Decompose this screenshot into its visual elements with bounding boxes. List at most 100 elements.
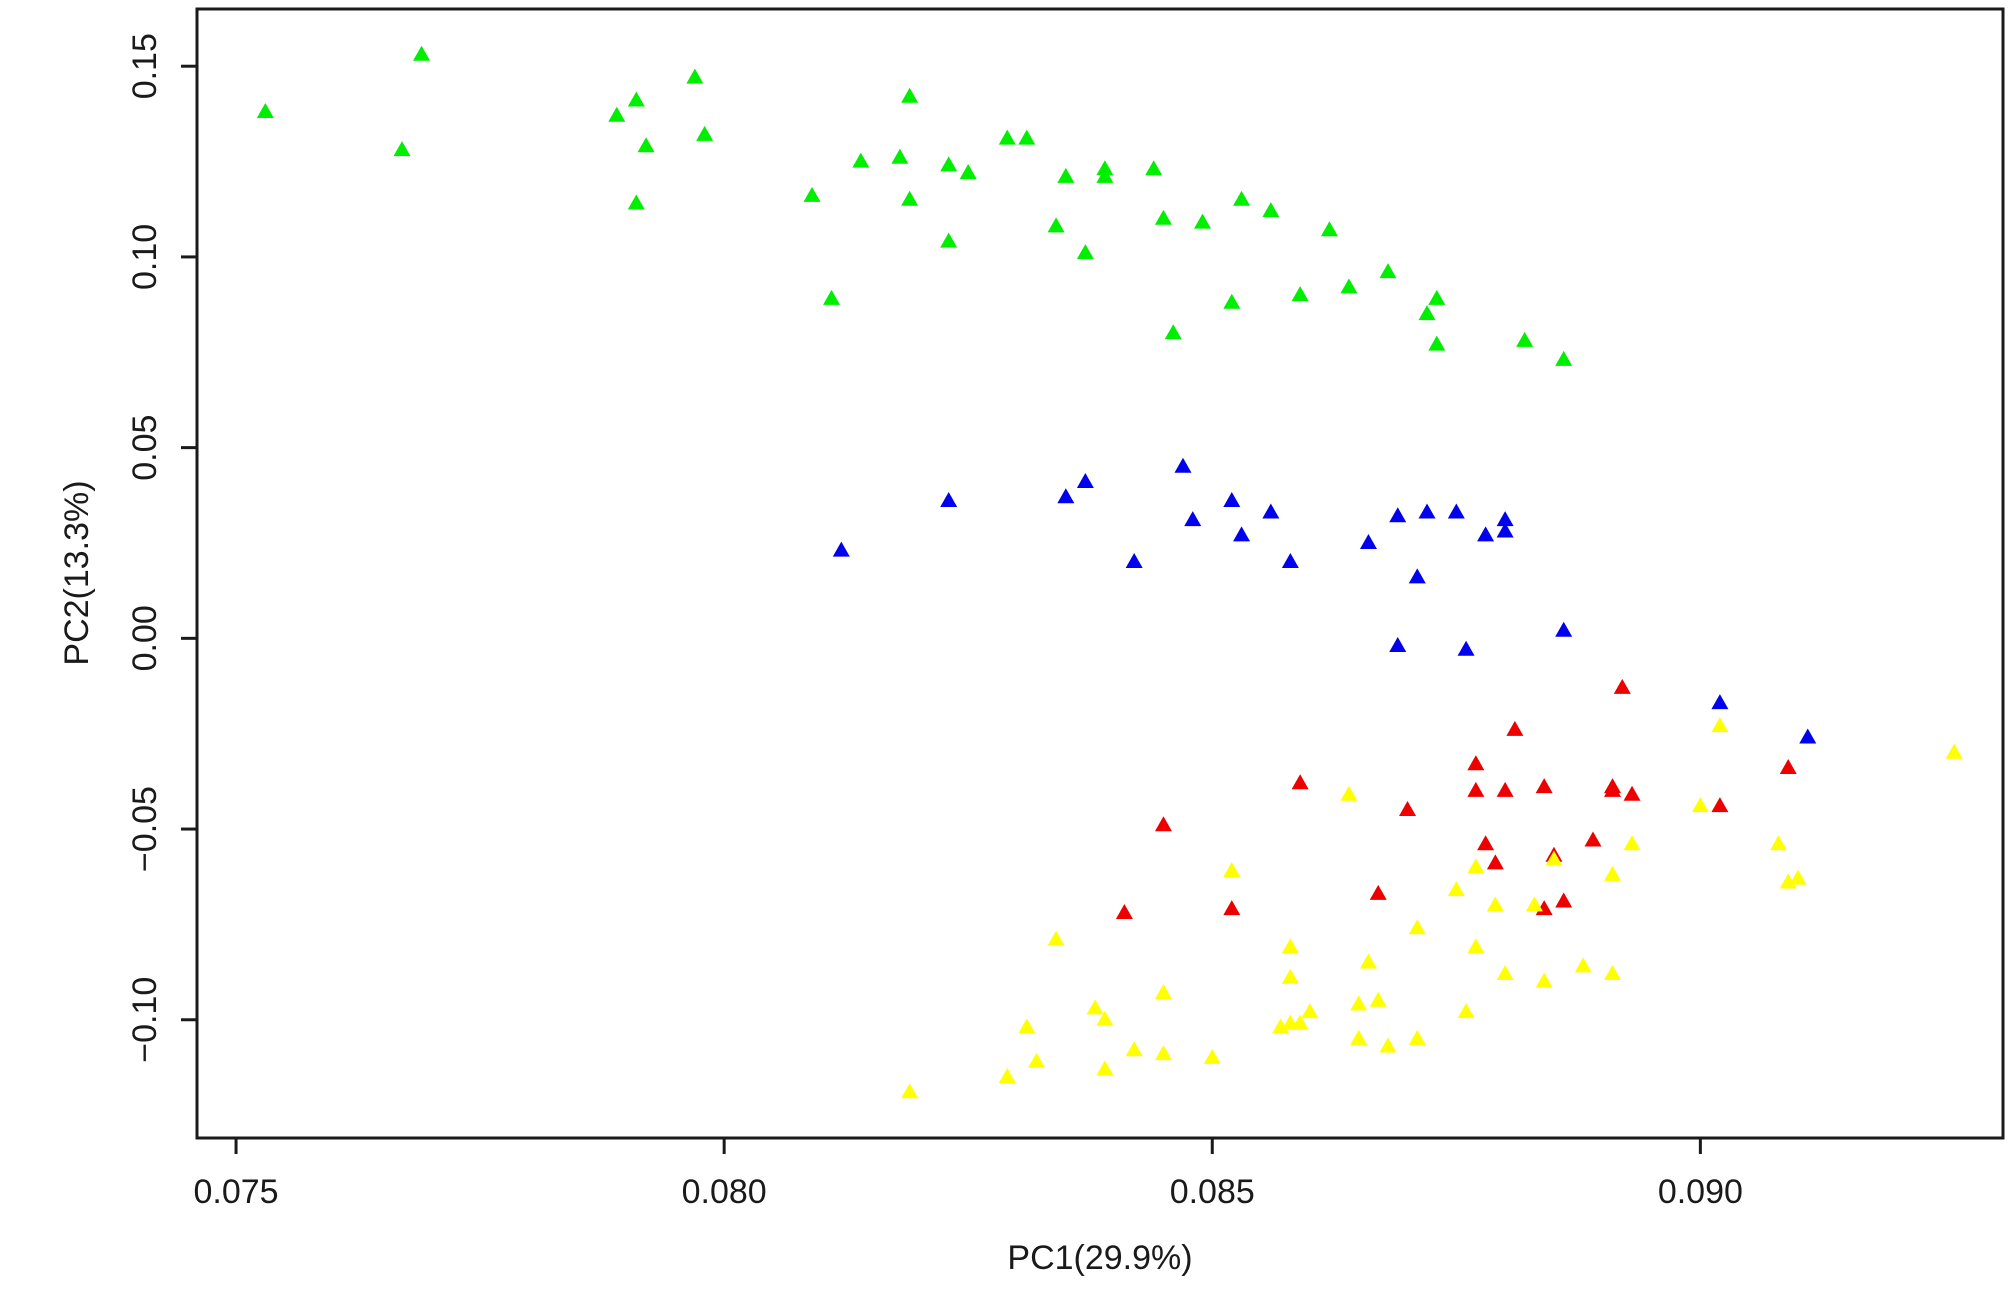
data-point — [1613, 678, 1631, 694]
data-point — [940, 156, 958, 172]
data-point — [1477, 835, 1495, 851]
data-point — [393, 141, 411, 157]
data-point — [1467, 858, 1485, 874]
data-points — [256, 45, 1963, 1099]
data-point — [1779, 873, 1797, 889]
data-point — [998, 1067, 1016, 1083]
data-point — [627, 194, 645, 210]
data-point — [1086, 999, 1104, 1015]
data-point — [1711, 717, 1729, 733]
y-tick-label: −0.05 — [126, 786, 164, 872]
data-point — [256, 102, 274, 118]
data-point — [1418, 305, 1436, 321]
data-point — [1496, 781, 1514, 797]
data-point — [1047, 930, 1065, 946]
series-4 — [901, 717, 1963, 1099]
data-point — [1779, 759, 1797, 775]
x-tick-label: 0.090 — [1658, 1173, 1743, 1211]
data-point — [1525, 896, 1543, 912]
data-point — [686, 68, 704, 84]
data-point — [1418, 503, 1436, 519]
y-tick-label: 0.15 — [126, 33, 164, 99]
data-point — [1408, 1029, 1426, 1045]
data-point — [1115, 903, 1133, 919]
data-point — [852, 152, 870, 168]
data-point — [1584, 831, 1602, 847]
data-point — [1623, 785, 1641, 801]
data-point — [891, 148, 909, 164]
data-point — [1457, 640, 1475, 656]
data-point — [998, 129, 1016, 145]
data-point — [1506, 720, 1524, 736]
data-point — [627, 91, 645, 107]
data-point — [1096, 1010, 1114, 1026]
data-point — [1545, 850, 1563, 866]
data-point — [1379, 263, 1397, 279]
data-point — [1447, 881, 1465, 897]
data-point — [901, 1083, 919, 1099]
data-point — [1945, 743, 1963, 759]
data-point — [1184, 511, 1202, 527]
data-point — [1028, 1052, 1046, 1068]
data-point — [1359, 533, 1377, 549]
data-point — [1604, 781, 1622, 797]
data-point — [1604, 964, 1622, 980]
data-point — [1467, 781, 1485, 797]
data-point — [1301, 1003, 1319, 1019]
data-point — [1154, 984, 1172, 1000]
x-axis: 0.075 0.080 0.085 0.090 — [194, 1136, 1743, 1211]
data-point — [1262, 503, 1280, 519]
data-point — [1281, 968, 1299, 984]
data-point — [1223, 862, 1241, 878]
data-point — [1711, 797, 1729, 813]
data-point — [1769, 835, 1787, 851]
data-point — [1457, 1003, 1475, 1019]
data-point — [1535, 972, 1553, 988]
data-point — [1389, 636, 1407, 652]
data-point — [696, 125, 714, 141]
data-point — [1516, 331, 1534, 347]
data-point — [1194, 213, 1212, 229]
data-point — [1262, 202, 1280, 218]
data-point — [1154, 816, 1172, 832]
data-point — [1281, 938, 1299, 954]
data-point — [1154, 1045, 1172, 1061]
data-point — [1174, 457, 1192, 473]
data-point — [1145, 160, 1163, 176]
data-point — [832, 541, 850, 557]
series-2 — [832, 457, 1817, 744]
data-point — [1399, 800, 1417, 816]
data-point — [1555, 350, 1573, 366]
data-point — [1711, 694, 1729, 710]
data-point — [1555, 892, 1573, 908]
data-point — [1164, 324, 1182, 340]
data-point — [1477, 526, 1495, 542]
data-point — [1057, 488, 1075, 504]
data-point — [1496, 511, 1514, 527]
data-point — [1291, 1014, 1309, 1030]
data-point — [1789, 869, 1807, 885]
data-point — [803, 186, 821, 202]
data-point — [1096, 160, 1114, 176]
data-point — [1203, 1048, 1221, 1064]
x-tick-label: 0.075 — [194, 1173, 279, 1211]
x-tick-label: 0.080 — [682, 1173, 767, 1211]
data-point — [1428, 335, 1446, 351]
data-point — [1486, 896, 1504, 912]
data-point — [1359, 953, 1377, 969]
data-point — [1623, 835, 1641, 851]
data-point — [1291, 286, 1309, 302]
data-point — [1233, 526, 1251, 542]
data-point — [1076, 244, 1094, 260]
data-point — [1447, 503, 1465, 519]
data-point — [1535, 900, 1553, 916]
y-tick-label: 0.00 — [126, 605, 164, 671]
data-point — [1281, 553, 1299, 569]
data-point — [1291, 774, 1309, 790]
data-point — [1486, 854, 1504, 870]
x-axis-label: PC1(29.9%) — [1007, 1239, 1192, 1277]
data-point — [823, 289, 841, 305]
data-point — [1379, 1037, 1397, 1053]
data-point — [1389, 507, 1407, 523]
data-point — [901, 87, 919, 103]
